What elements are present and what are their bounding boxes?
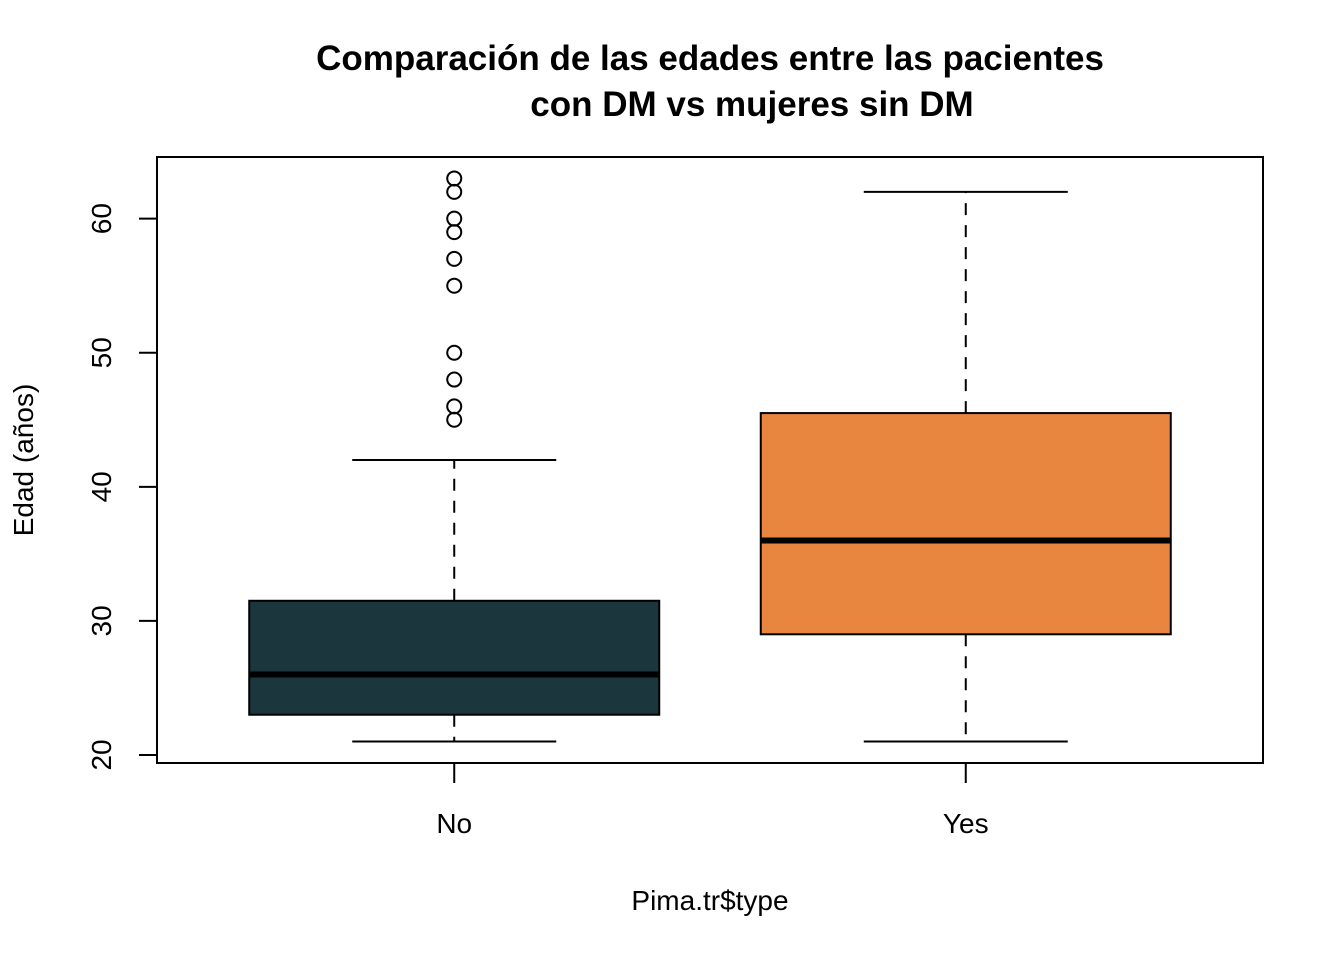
outlier-point xyxy=(446,210,463,227)
y-axis: 20 30 40 50 60 xyxy=(86,203,158,771)
outlier-point xyxy=(446,183,463,200)
outlier-point xyxy=(446,344,463,361)
box-no xyxy=(248,170,661,743)
chart-title-line2: con DM vs mujeres sin DM xyxy=(530,85,973,124)
x-tick-label-no: No xyxy=(436,808,472,839)
y-tick-label: 50 xyxy=(86,337,117,368)
x-axis-title: Pima.tr$type xyxy=(631,885,788,916)
outlier-point xyxy=(446,250,463,267)
box-group xyxy=(248,170,1172,743)
outlier-point xyxy=(446,170,463,187)
iqr-box xyxy=(759,412,1172,636)
y-tick-label: 40 xyxy=(86,471,117,502)
outlier-point xyxy=(446,224,463,241)
outlier-point xyxy=(446,371,463,388)
outlier-point xyxy=(446,411,463,428)
box-yes xyxy=(759,190,1172,743)
chart-title-line1: Comparación de las edades entre las paci… xyxy=(316,39,1104,78)
x-tick-label-yes: Yes xyxy=(943,808,989,839)
outlier-point xyxy=(446,398,463,415)
outlier-point xyxy=(446,277,463,294)
y-axis-title: Edad (años) xyxy=(8,384,39,537)
y-tick-label: 20 xyxy=(86,739,117,770)
y-tick-label: 60 xyxy=(86,203,117,234)
iqr-box xyxy=(248,599,661,716)
x-axis: No Yes xyxy=(436,763,989,839)
y-tick-label: 30 xyxy=(86,605,117,636)
